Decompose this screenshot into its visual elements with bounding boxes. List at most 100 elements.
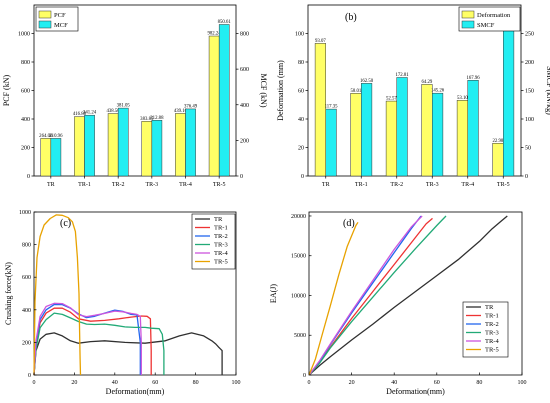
series-line bbox=[33, 332, 223, 376]
bar-value-label: 58.01 bbox=[351, 89, 362, 94]
x-tick-label: TR bbox=[47, 182, 55, 188]
bar bbox=[396, 77, 408, 177]
series-line bbox=[33, 214, 82, 376]
y2-tick-label: 800 bbox=[240, 32, 249, 38]
bar bbox=[151, 120, 163, 177]
y-tick-label: 400 bbox=[21, 117, 30, 123]
y-tick-label: 0 bbox=[28, 373, 31, 379]
y-tick-label: 0 bbox=[303, 373, 306, 379]
bar bbox=[456, 100, 469, 177]
y-tick-label: 100 bbox=[295, 32, 304, 38]
panel-label: (c) bbox=[60, 218, 71, 229]
bar-value-label: 383.85 bbox=[140, 117, 154, 122]
series-line bbox=[308, 221, 359, 376]
series-line bbox=[308, 215, 447, 376]
x-tick-label: TR bbox=[322, 182, 330, 188]
y-tick-label: 400 bbox=[22, 308, 31, 314]
y-tick-label: 1000 bbox=[18, 32, 30, 38]
y-tick-label: 800 bbox=[21, 60, 30, 66]
bar bbox=[107, 113, 119, 177]
bar-value-label: 312.88 bbox=[150, 116, 164, 121]
y2-tick-label: 0 bbox=[240, 174, 243, 180]
x-tick-label: TR-2 bbox=[390, 182, 403, 188]
y2-axis-title: MCF (kN) bbox=[259, 73, 268, 107]
x-tick-label: 100 bbox=[232, 380, 241, 386]
panel-label: (b) bbox=[345, 12, 357, 23]
x-tick-label: TR-2 bbox=[112, 182, 125, 188]
x-axis-title: Deformation(mm) bbox=[106, 387, 165, 396]
bar-value-label: 145.26 bbox=[431, 89, 445, 94]
y-tick-label: 20000 bbox=[291, 214, 306, 220]
y2-tick-label: 400 bbox=[240, 103, 249, 109]
legend-label: TR-2 bbox=[214, 233, 228, 240]
legend-swatch bbox=[38, 20, 52, 29]
x-tick-label: 40 bbox=[391, 380, 397, 386]
y-tick-label: 15000 bbox=[291, 254, 306, 260]
series-line bbox=[33, 307, 152, 376]
bar bbox=[185, 108, 196, 177]
legend-label: Deformation bbox=[477, 12, 511, 19]
bar bbox=[175, 113, 186, 177]
y-tick-label: 80 bbox=[298, 60, 304, 66]
x-tick-label: 60 bbox=[152, 380, 158, 386]
y-tick-label: 1000 bbox=[19, 210, 31, 216]
bar-value-label: 64.29 bbox=[422, 80, 433, 85]
legend-box bbox=[462, 301, 509, 358]
x-tick-label: 0 bbox=[308, 380, 311, 386]
y-tick-label: 0 bbox=[27, 174, 30, 180]
y2-tick-label: 150 bbox=[525, 89, 534, 95]
bar-value-label: 376.49 bbox=[184, 104, 198, 109]
x-tick-label: TR-3 bbox=[426, 182, 439, 188]
legend-label: TR-2 bbox=[485, 321, 499, 328]
y-tick-label: 0 bbox=[301, 174, 304, 180]
y-axis-title: Crushing force(kN) bbox=[4, 262, 13, 325]
y-axis-title: Deformation (mm) bbox=[276, 60, 285, 121]
series-line bbox=[33, 303, 141, 376]
bar bbox=[350, 93, 362, 177]
y-tick-label: 40 bbox=[298, 117, 304, 123]
bar bbox=[432, 92, 444, 177]
legend-label: TR bbox=[485, 304, 494, 311]
x-tick-label: TR-1 bbox=[78, 182, 91, 188]
panel-label: (d) bbox=[343, 218, 355, 229]
y-axis-title: EA(J) bbox=[269, 284, 278, 303]
y2-tick-label: 100 bbox=[525, 117, 534, 123]
bar bbox=[361, 83, 373, 177]
x-tick-label: TR-1 bbox=[355, 182, 368, 188]
y-tick-label: 800 bbox=[22, 243, 31, 249]
y-axis-title: PCF (kN) bbox=[2, 74, 11, 106]
legend-label: TR bbox=[214, 216, 223, 223]
y2-tick-label: 600 bbox=[240, 67, 249, 73]
x-tick-label: 40 bbox=[112, 380, 118, 386]
x-tick-label: 20 bbox=[71, 380, 77, 386]
legend-label: TR-1 bbox=[214, 225, 228, 232]
x-tick-label: TR-4 bbox=[461, 182, 474, 188]
bar bbox=[40, 138, 52, 177]
bar-value-label: 264.06 bbox=[39, 134, 53, 139]
legend-swatch bbox=[461, 20, 475, 29]
bar bbox=[141, 121, 153, 177]
bar-value-label: 172.81 bbox=[395, 73, 409, 78]
y-tick-label: 10000 bbox=[291, 293, 306, 299]
bar bbox=[218, 24, 230, 177]
x-tick-label: TR-4 bbox=[179, 182, 192, 188]
legend-label: TR-5 bbox=[485, 347, 499, 354]
x-tick-label: 20 bbox=[349, 380, 355, 386]
bar-value-label: 117.35 bbox=[325, 105, 339, 110]
series-line bbox=[308, 215, 508, 376]
bar-value-label: 53.10 bbox=[457, 96, 468, 101]
bar bbox=[208, 35, 220, 177]
bar bbox=[492, 143, 504, 177]
x-tick-label: TR-5 bbox=[497, 182, 510, 188]
y-tick-label: 200 bbox=[22, 340, 31, 346]
plot-frame bbox=[308, 211, 523, 376]
x-tick-label: 100 bbox=[518, 380, 527, 386]
y2-axis-title: SMCF (kN/kg) bbox=[545, 66, 550, 115]
bar bbox=[385, 100, 398, 177]
bar bbox=[117, 107, 129, 177]
y2-tick-label: 200 bbox=[525, 60, 534, 66]
x-tick-label: 80 bbox=[476, 380, 482, 386]
bar bbox=[314, 43, 327, 177]
y-tick-label: 5000 bbox=[294, 333, 306, 339]
